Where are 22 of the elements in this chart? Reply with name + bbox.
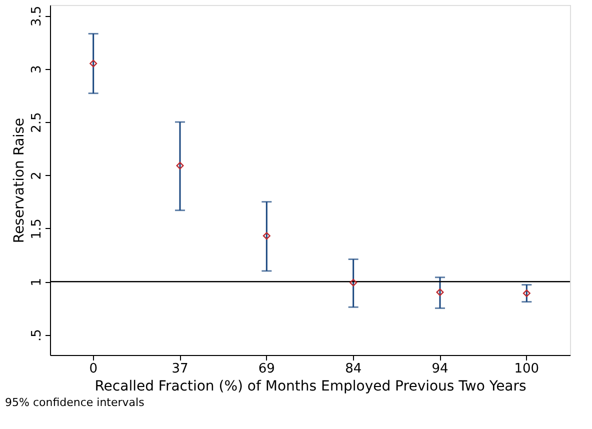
text: 95% confidence intervals (5, 396, 145, 409)
x-tick-label: 0 (89, 362, 98, 376)
x-axis-title: Recalled Fraction (%) of Months Employed Previous Two Years (94, 378, 526, 394)
y-tick-label: 3.5 (30, 6, 44, 26)
point (90, 60, 98, 68)
point (262, 232, 270, 240)
y-tick-label: 1.5 (30, 218, 44, 240)
y-tick-label: 3 (30, 65, 44, 74)
point (436, 288, 444, 296)
point (522, 290, 530, 298)
y-tick-label: 2 (30, 172, 44, 180)
y-axis-title: Reservation Raise (12, 118, 28, 244)
y-tick-label: 2.5 (30, 112, 44, 133)
x-tick-label: 69 (258, 362, 275, 376)
x-tick-label: 37 (172, 362, 188, 376)
y-tick-label: .5 (30, 329, 44, 342)
x-tick-label: 100 (514, 362, 540, 376)
point (350, 278, 358, 286)
point (176, 162, 184, 170)
x-tick-label: 94 (432, 362, 448, 376)
x-tick-label: 84 (345, 362, 362, 376)
y-tick-label: 1 (30, 278, 44, 286)
